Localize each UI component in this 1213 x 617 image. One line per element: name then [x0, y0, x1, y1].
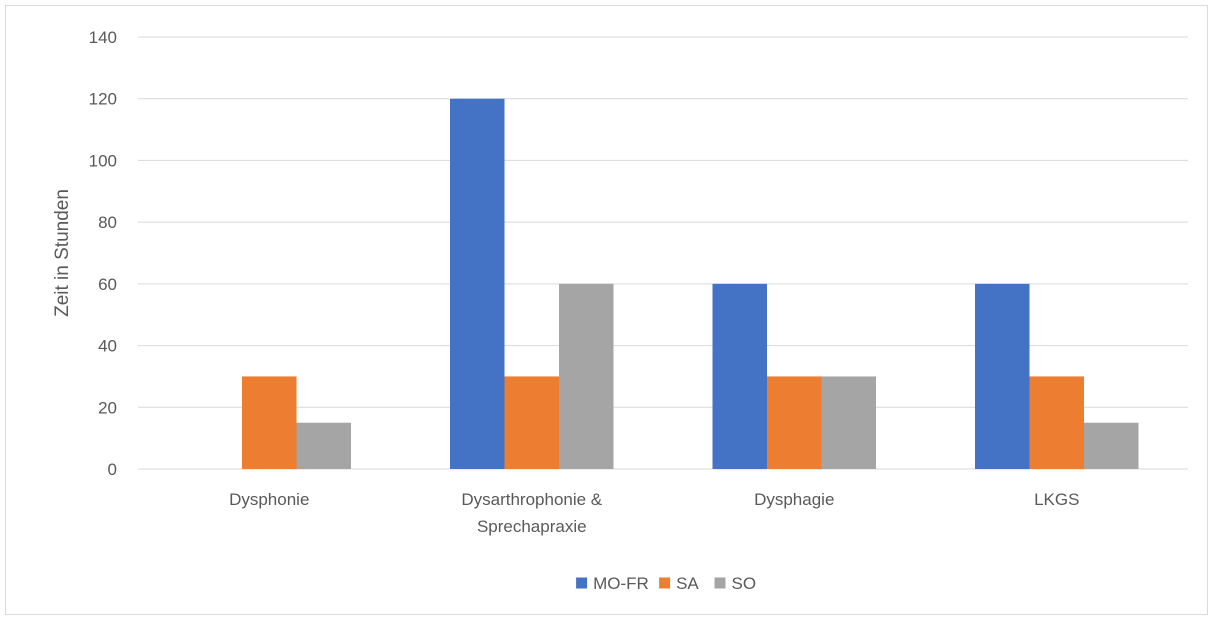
x-category-label: Dysarthrophonie &: [461, 490, 602, 509]
legend: MO-FR SA SO: [576, 574, 756, 593]
y-tick-label: 20: [98, 398, 117, 417]
y-tick-label: 100: [89, 151, 117, 170]
x-category-label: Dysphonie: [229, 490, 309, 509]
bar-so: [296, 422, 351, 469]
bar-so: [821, 376, 876, 469]
legend-swatch-mo-fr: [576, 577, 588, 589]
y-tick-label: 60: [98, 275, 117, 294]
y-tick-label: 0: [108, 460, 117, 479]
x-axis-categories: Dysphonie Dysarthrophonie & Sprechapraxie D…: [229, 490, 1079, 536]
bar-mo-fr: [450, 98, 505, 469]
bar-mo-fr: [975, 283, 1030, 469]
y-tick-label: 120: [89, 90, 117, 109]
bar-mo-fr: [712, 283, 767, 469]
bar-sa: [504, 376, 559, 469]
legend-swatch-so: [714, 577, 726, 589]
y-tick-label: 40: [98, 337, 117, 356]
y-tick-label: 140: [89, 28, 117, 47]
bar-sa: [242, 376, 297, 469]
bar-so: [559, 283, 614, 469]
bars: [242, 98, 1139, 469]
legend-swatch-sa: [659, 577, 671, 589]
legend-label-so: SO: [732, 574, 757, 593]
y-axis-label: Zeit in Stunden: [52, 189, 73, 317]
y-tick-label: 80: [98, 213, 117, 232]
legend-label-mo-fr: MO-FR: [593, 574, 649, 593]
bar-sa: [767, 376, 822, 469]
x-category-label: Sprechapraxie: [477, 517, 587, 536]
legend-label-sa: SA: [676, 574, 699, 593]
x-category-label: Dysphagie: [754, 490, 834, 509]
y-axis-ticks: 0 20 40 60 80 100 120 140: [89, 28, 117, 479]
bar-sa: [1029, 376, 1084, 469]
x-category-label: LKGS: [1034, 490, 1079, 509]
bar-so: [1084, 422, 1139, 469]
